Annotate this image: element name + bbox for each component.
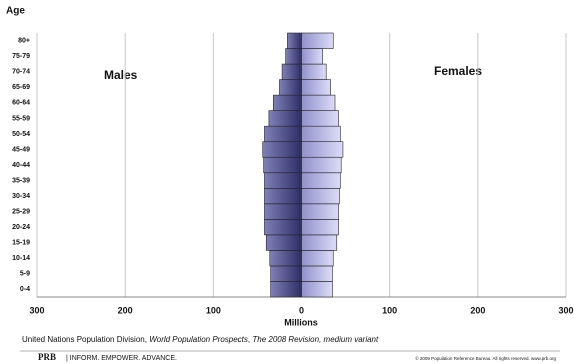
bar — [264, 219, 302, 236]
legend-label: Females — [434, 64, 482, 78]
y-tick-label: 5-9 — [20, 271, 30, 278]
bar — [268, 110, 302, 127]
x-tick-label: 200 — [470, 305, 485, 315]
bar — [301, 63, 327, 80]
bar — [265, 234, 302, 251]
bar — [270, 281, 302, 298]
x-tick-label: 100 — [382, 305, 397, 315]
x-tick-label: 300 — [29, 305, 44, 315]
y-tick-label: 60-64 — [12, 100, 30, 107]
source-part: , — [248, 335, 252, 344]
x-axis-label: Millions — [284, 317, 318, 327]
y-tick-label: 20-24 — [12, 224, 30, 231]
bar — [301, 250, 334, 267]
bar — [272, 94, 302, 111]
bar — [301, 156, 342, 174]
y-tick-label: 75-79 — [12, 53, 30, 60]
x-tick-label: 200 — [118, 305, 133, 315]
y-tick-label: 50-54 — [12, 131, 30, 138]
bar — [287, 32, 302, 49]
y-tick-label: 55-59 — [12, 115, 30, 122]
y-tick-label: 40-44 — [12, 162, 30, 169]
bar — [301, 110, 339, 127]
source-part: United Nations Population Division, — [22, 335, 149, 344]
bar — [301, 79, 331, 96]
source-part: World Population Prospects — [149, 335, 248, 344]
bar — [301, 94, 336, 111]
bar — [301, 125, 341, 143]
bar — [270, 265, 302, 282]
y-tick-label: 35-39 — [12, 177, 30, 184]
source-part: , medium variant — [319, 335, 379, 344]
footer-logo: PRB — [38, 352, 56, 362]
bar — [269, 250, 302, 267]
bar — [301, 48, 323, 65]
bar — [285, 48, 302, 65]
bar — [301, 187, 340, 205]
y-tick-label: 25-29 — [12, 208, 30, 215]
y-tick-label: 45-49 — [12, 146, 30, 153]
bar — [301, 32, 334, 49]
bar — [264, 203, 302, 220]
y-tick-label: 0-4 — [20, 286, 30, 293]
y-axis-label: Age — [6, 6, 25, 17]
bar — [262, 141, 302, 158]
y-tick-label: 15-19 — [12, 239, 30, 246]
bar — [279, 79, 302, 96]
bar — [301, 234, 338, 251]
source: United Nations Population Division, Worl… — [22, 335, 379, 344]
footer-copyright: © 2009 Population Reference Bureau. All … — [415, 355, 556, 361]
bar — [264, 187, 302, 205]
bar — [301, 141, 344, 158]
source-part: The 2008 Revision — [252, 335, 319, 344]
footer-tagline: | INFORM. EMPOWER. ADVANCE. — [66, 355, 177, 362]
bar — [301, 281, 333, 298]
y-tick-label: 65-69 — [12, 84, 30, 91]
bar — [301, 203, 339, 220]
bar — [301, 219, 339, 236]
bar — [263, 156, 302, 174]
bar — [301, 265, 333, 282]
x-tick-label: 0 — [299, 305, 304, 315]
bar — [264, 125, 302, 143]
y-tick-label: 70-74 — [12, 69, 30, 76]
y-tick-label: 30-34 — [12, 193, 30, 200]
bar — [281, 63, 302, 80]
x-tick-label: 100 — [206, 305, 221, 315]
bar — [301, 172, 341, 189]
y-tick-label: 10-14 — [12, 255, 30, 262]
legend-label: Males — [104, 68, 138, 82]
bar — [264, 172, 302, 189]
y-tick-label: 80+ — [18, 38, 30, 45]
x-tick-label: 300 — [558, 305, 573, 315]
